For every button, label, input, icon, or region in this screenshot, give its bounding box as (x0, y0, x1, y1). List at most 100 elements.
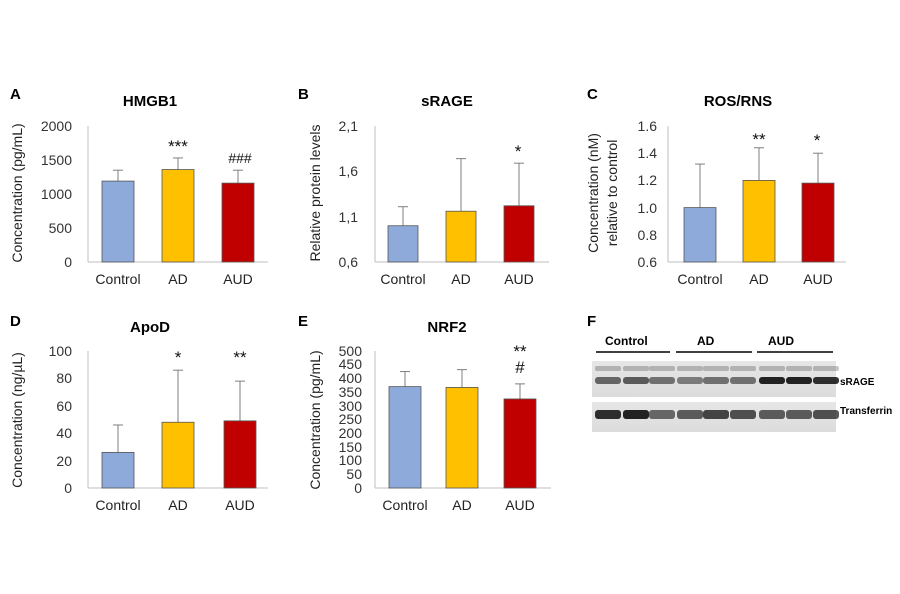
blot-group-control: Control (605, 334, 648, 348)
blot-band-transferrin (786, 410, 812, 419)
category-label: AUD (223, 271, 253, 287)
y-axis-label-c-line2: relative to control (604, 140, 620, 247)
y-ticks-a: 0 500 1000 1500 2000 (41, 118, 72, 270)
y-tick-label: 100 (49, 343, 73, 359)
y-tick-label: 0,6 (339, 254, 359, 270)
y-tick-label: 200 (339, 425, 363, 441)
panel-letter-e: E (298, 313, 308, 330)
categories-e: Control AD AUD (382, 497, 534, 513)
chart-title-c: ROS/RNS (704, 93, 772, 110)
y-tick-label: 20 (56, 453, 72, 469)
blot-band-transferrin (677, 410, 703, 419)
y-tick-label: 1.6 (638, 118, 658, 134)
y-tick-label: 1.0 (638, 200, 658, 216)
blot-band-transferrin (759, 410, 785, 419)
bar (388, 386, 422, 489)
blot-band-srage (703, 377, 729, 384)
category-label: Control (677, 271, 722, 287)
chart-title-b: sRAGE (421, 93, 473, 110)
y-tick-label: 1.2 (638, 172, 658, 188)
y-tick-label: 400 (339, 370, 363, 386)
y-ticks-b: 0,6 1,1 1,6 2,1 (339, 118, 359, 270)
panel-a: A HMGB1 Concentration (pg/mL) 0 500 1000… (9, 86, 268, 287)
blot-band-srage (649, 377, 675, 384)
y-tick-label: 150 (339, 439, 363, 455)
chart-title-e: NRF2 (427, 319, 466, 336)
significance-label: *** (168, 137, 188, 156)
panel-c: C ROS/RNS Concentration (nM) relative to… (585, 86, 846, 287)
y-tick-label: 450 (339, 356, 363, 372)
bar (101, 451, 135, 489)
bar (221, 182, 255, 263)
category-label: Control (380, 271, 425, 287)
y-tick-label: 250 (339, 411, 363, 427)
panel-letter-a: A (10, 86, 21, 103)
panel-letter-d: D (10, 313, 21, 330)
y-tick-label: 2,1 (339, 118, 359, 134)
significance-label: ** (233, 348, 247, 367)
y-tick-label: 0 (64, 254, 72, 270)
blot-band-srage-upper (813, 366, 839, 371)
blot-bands (595, 366, 839, 419)
y-tick-label: 500 (339, 343, 363, 359)
y-ticks-d: 0 20 40 60 80 100 (49, 343, 73, 496)
categories-c: Control AD AUD (677, 271, 832, 287)
y-tick-label: 0 (64, 480, 72, 496)
panel-e: E NRF2 Concentration (pg/mL) 0 50 100 15… (298, 313, 551, 513)
panel-letter-f: F (587, 313, 596, 330)
blot-band-transferrin (813, 410, 839, 419)
y-axis-label-d: Concentration (ng/µL) (9, 352, 25, 488)
category-label: AD (168, 271, 187, 287)
blot-band-srage-upper (649, 366, 675, 371)
significance-label: ### (228, 150, 252, 166)
category-label: Control (95, 271, 140, 287)
y-tick-label: 350 (339, 384, 363, 400)
category-label: AD (168, 497, 187, 513)
bar (683, 207, 717, 263)
y-tick-label: 40 (56, 425, 72, 441)
blot-band-srage-upper (595, 366, 621, 371)
y-tick-label: 1.4 (638, 145, 658, 161)
panel-d: D ApoD Concentration (ng/µL) 0 20 40 60 … (9, 313, 268, 513)
blot-band-srage-upper (703, 366, 729, 371)
significance-label: * (515, 142, 522, 161)
bars-e (388, 369, 537, 489)
blot-band-srage-upper (623, 366, 649, 371)
bar (445, 387, 479, 489)
y-tick-label: 1,6 (339, 163, 359, 179)
bar (503, 398, 537, 489)
bars-a (101, 157, 255, 263)
blot-band-label-transferrin: Transferrin (840, 406, 892, 417)
bar (742, 179, 776, 263)
y-tick-label: 0.8 (638, 227, 658, 243)
bar (161, 169, 195, 263)
y-tick-label: 2000 (41, 118, 72, 134)
panel-letter-c: C (587, 86, 598, 103)
blot-band-srage (677, 377, 703, 384)
category-label: AD (452, 497, 471, 513)
y-axis-label-e: Concentration (pg/mL) (307, 350, 323, 489)
significance-label: ** (752, 130, 766, 149)
bars-b (387, 158, 535, 263)
y-ticks-e: 0 50 100 150 200 250 300 350 400 450 500 (339, 343, 363, 496)
category-label: AUD (505, 497, 535, 513)
chart-title-d: ApoD (130, 319, 170, 336)
panel-f: F Control AD AUD sRAGE Transferrin (587, 313, 892, 432)
category-label: Control (95, 497, 140, 513)
blot-band-transferrin (730, 410, 756, 419)
blot-band-srage (595, 377, 621, 384)
blot-band-label-srage: sRAGE (840, 377, 875, 388)
category-label: AUD (504, 271, 534, 287)
bars-d (101, 369, 257, 489)
blot-band-srage (813, 377, 839, 384)
significance-label: ** # (513, 342, 527, 377)
bar (503, 205, 535, 263)
bar (223, 420, 257, 489)
significance-label: * (814, 131, 821, 150)
y-axis-label-c-line1: Concentration (nM) (585, 133, 601, 253)
significance-label-line: ** (513, 342, 527, 361)
y-tick-label: 100 (339, 452, 363, 468)
y-tick-label: 1500 (41, 152, 72, 168)
category-label: AUD (803, 271, 833, 287)
blot-band-srage (623, 377, 649, 384)
